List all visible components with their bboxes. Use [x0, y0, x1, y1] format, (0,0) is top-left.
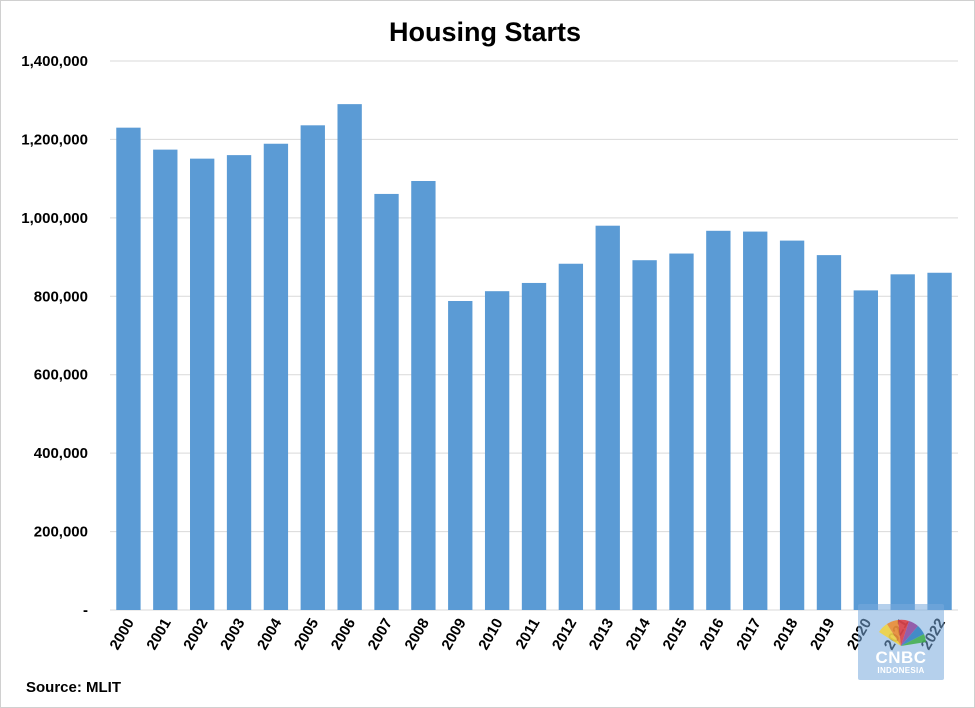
x-tick-label: 2003	[217, 616, 248, 653]
x-tick-label: 2008	[401, 616, 432, 653]
y-tick-label: 800,000	[34, 288, 88, 305]
peacock-logo-icon	[879, 619, 926, 646]
bar-2008	[411, 180, 436, 610]
x-tick-label: 2007	[365, 616, 396, 653]
bar-2019	[816, 255, 842, 610]
source-note: Source: MLIT	[26, 679, 122, 696]
x-tick-label: 2013	[586, 616, 617, 653]
x-tick-label: 2002	[180, 616, 211, 653]
bar-2014	[632, 260, 657, 610]
bar-2018	[779, 240, 805, 610]
y-tick-label: 600,000	[34, 367, 88, 384]
bar-2021	[890, 274, 915, 610]
watermark-brand: CNBC	[875, 648, 927, 667]
x-tick-label: 2017	[733, 616, 764, 653]
bar-2015	[669, 253, 694, 610]
y-tick-label: 1,000,000	[21, 210, 88, 227]
y-tick-label: -	[83, 602, 88, 619]
x-tick-label: 2004	[254, 615, 286, 653]
bar-2016	[706, 230, 731, 610]
bar-2017	[743, 231, 768, 610]
bar-2000	[116, 127, 141, 611]
watermark-logo: CNBC INDONESIA	[858, 604, 944, 680]
watermark-sub: INDONESIA	[877, 666, 925, 675]
x-axis-tick-labels: 2000 2001 2002 2003 2004 2005 2006 2007 2008 2009…	[106, 615, 949, 653]
bar-2009	[448, 300, 473, 610]
bar-2010	[484, 291, 510, 610]
y-axis-tick-labels: - 200,000 400,000 600,000 800,000 1,000,000 1,…	[21, 53, 88, 619]
y-tick-label: 200,000	[34, 524, 88, 541]
bar-2006	[337, 104, 362, 610]
bar-2020	[853, 290, 878, 610]
x-tick-label: 2005	[291, 616, 322, 653]
bar-2013	[595, 225, 620, 610]
x-tick-label: 2015	[660, 616, 691, 653]
x-tick-label: 2018	[770, 616, 801, 653]
x-tick-label: 2012	[549, 616, 580, 653]
bar-2003	[226, 155, 252, 610]
x-tick-label: 2009	[438, 616, 469, 653]
bar-2022	[927, 272, 952, 610]
bar-2012	[558, 263, 584, 610]
bar-2007	[374, 193, 399, 610]
y-tick-label: 1,400,000	[21, 53, 88, 70]
chart-title: Housing Starts	[389, 17, 581, 47]
x-tick-label: 2016	[696, 616, 727, 653]
x-tick-label: 2019	[807, 616, 838, 653]
bar-2011	[521, 282, 547, 610]
bar-2002	[190, 158, 215, 611]
x-tick-label: 2014	[623, 615, 655, 653]
x-tick-label: 2006	[328, 616, 359, 653]
bar-2001	[153, 149, 178, 611]
x-tick-label: 2000	[106, 616, 137, 653]
y-tick-label: 400,000	[34, 445, 88, 462]
x-tick-label: 2011	[512, 616, 543, 653]
x-tick-label: 2001	[143, 616, 174, 653]
y-tick-label: 1,200,000	[21, 131, 88, 148]
bar-2004	[263, 143, 289, 611]
bars	[116, 104, 952, 611]
bar-2005	[300, 125, 325, 610]
x-tick-label: 2010	[475, 616, 506, 653]
